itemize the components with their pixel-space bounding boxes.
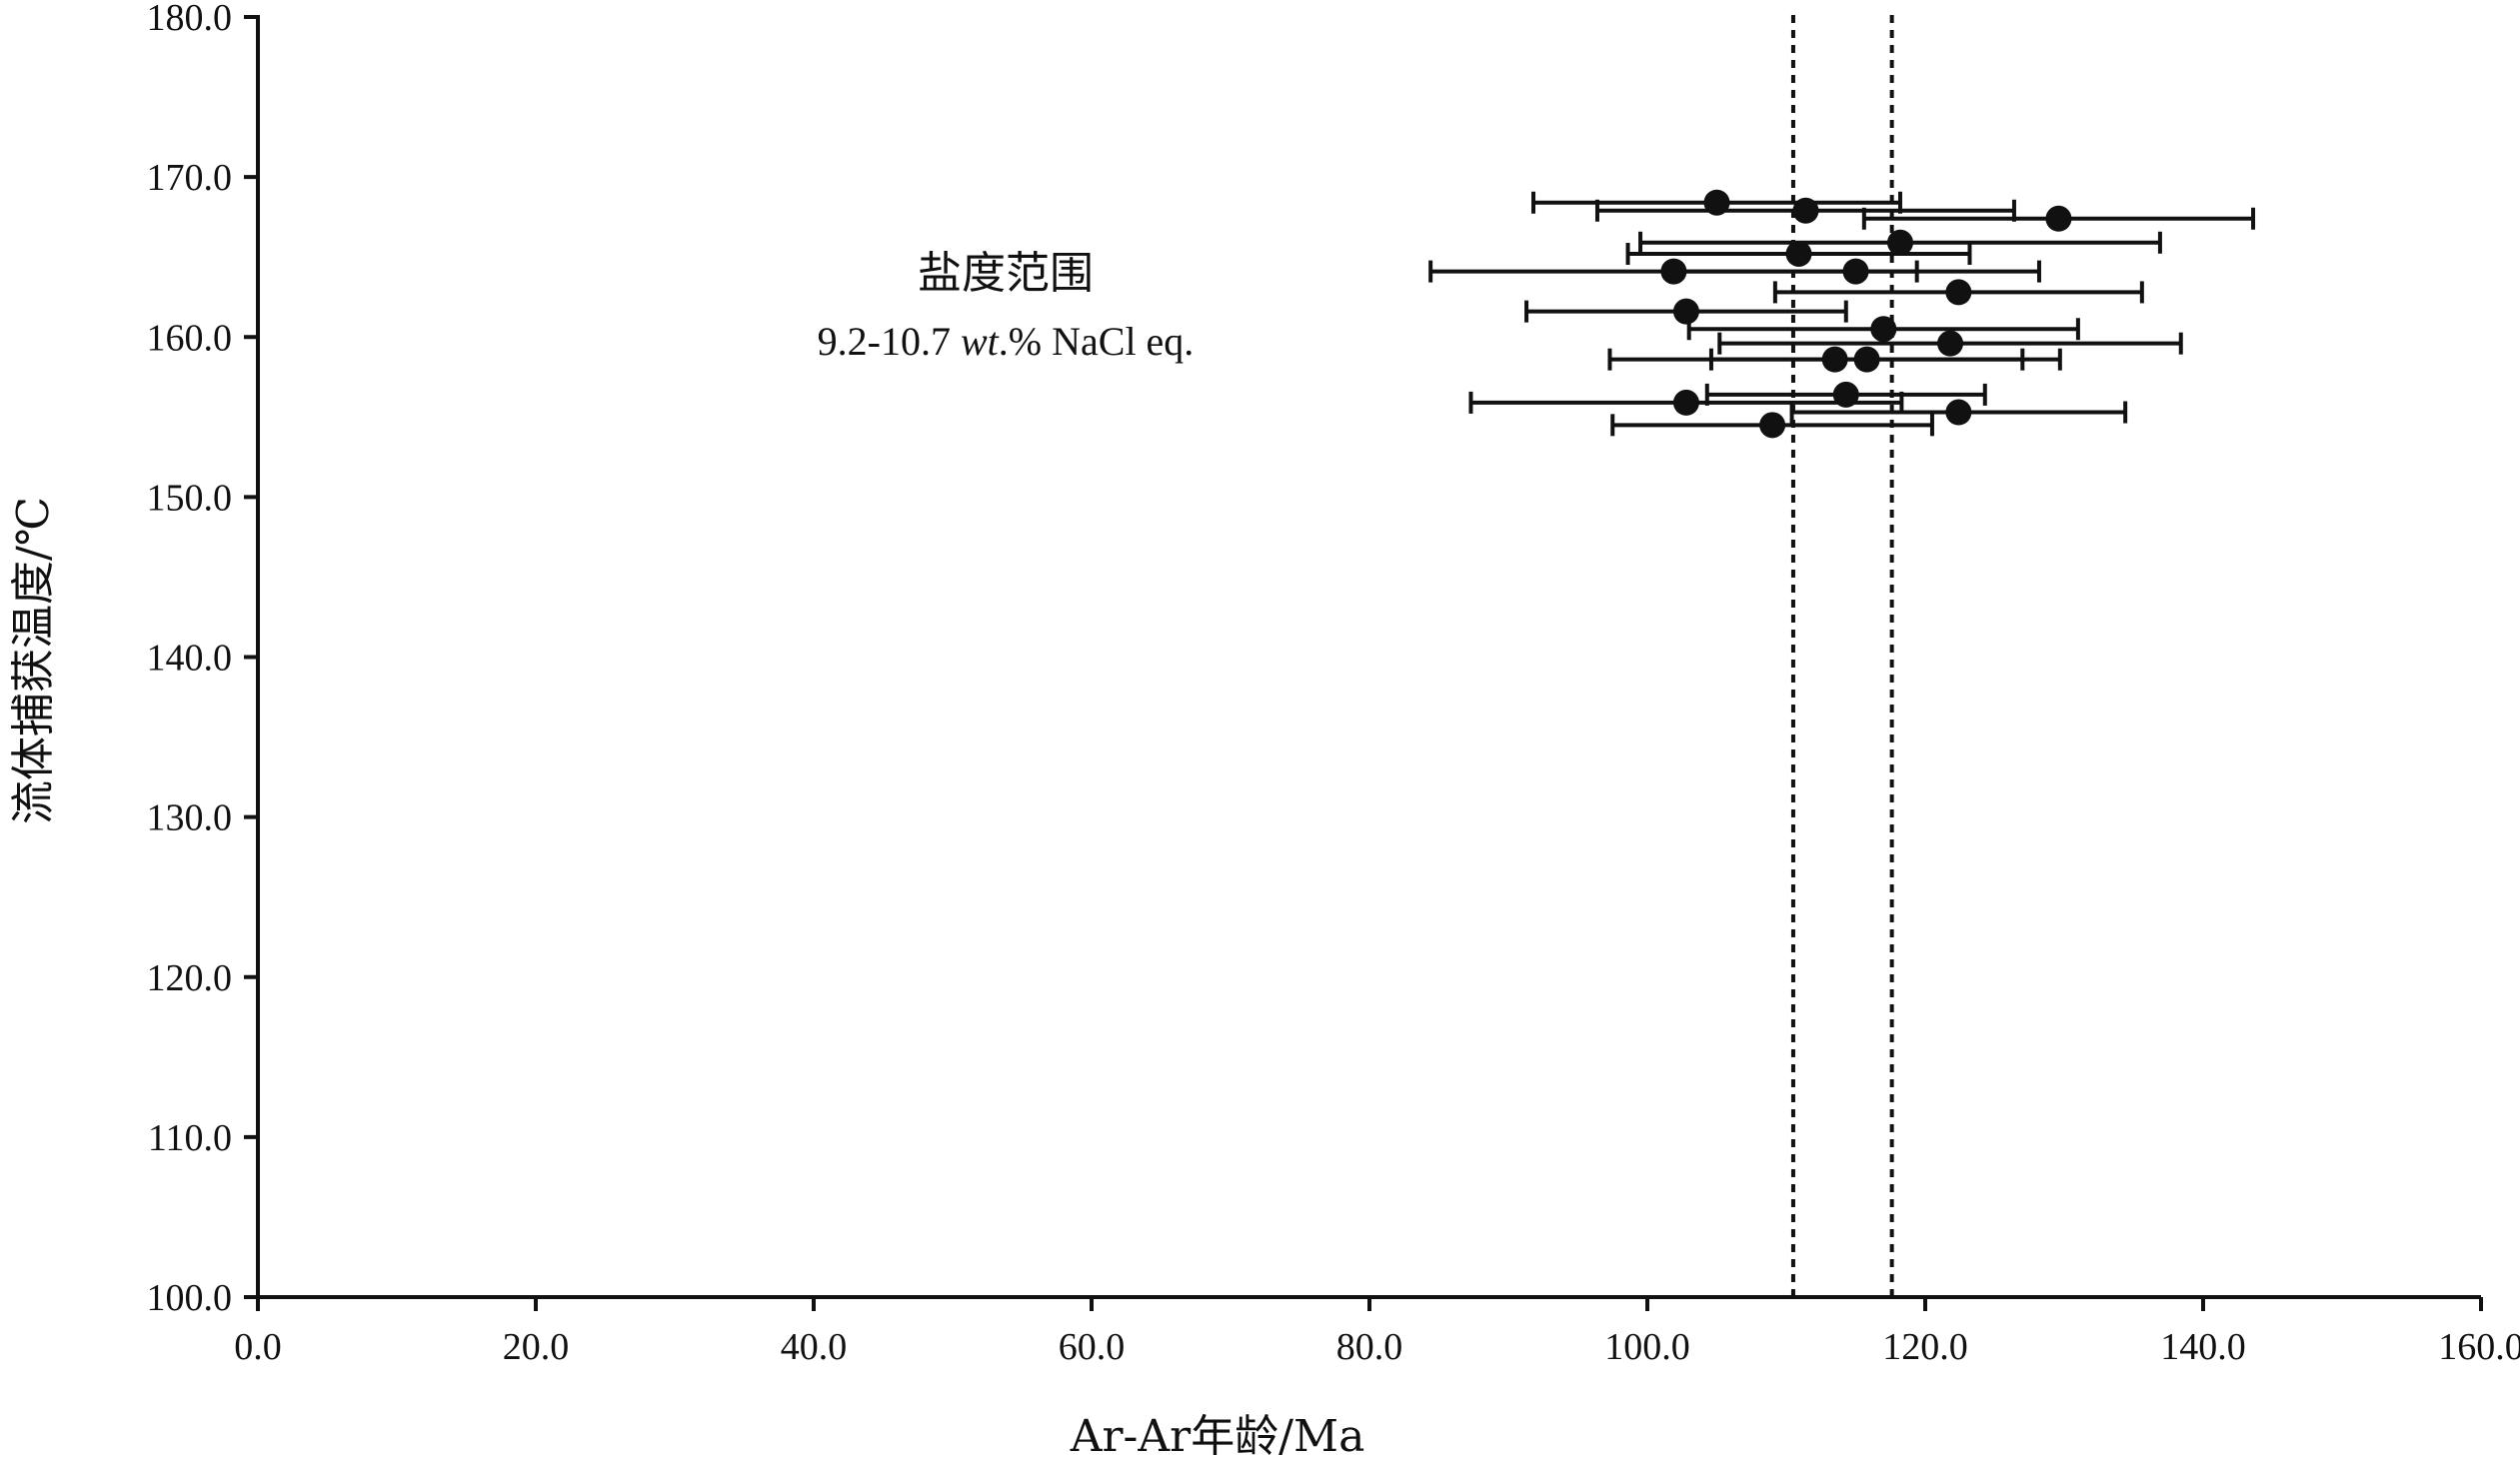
data-point xyxy=(1853,346,1880,373)
data-point xyxy=(2045,205,2072,232)
x-tick-label: 0.0 xyxy=(234,1326,282,1368)
x-tick-label: 20.0 xyxy=(503,1326,570,1368)
reference-lines xyxy=(1790,15,1894,1297)
x-tick-label: 40.0 xyxy=(781,1326,848,1368)
data-point xyxy=(1886,229,1913,256)
data-point xyxy=(1672,298,1699,325)
y-tick-label: 140.0 xyxy=(147,638,233,680)
annotation-range-italic: wt xyxy=(961,319,1000,364)
y-tick-label: 160.0 xyxy=(147,317,233,359)
data-point xyxy=(1832,381,1859,408)
x-tick-label: 140.0 xyxy=(2160,1326,2246,1368)
x-tick-label: 60.0 xyxy=(1059,1326,1126,1368)
data-point xyxy=(1945,279,1972,306)
x-tick-label: 80.0 xyxy=(1336,1326,1403,1368)
data-point xyxy=(1842,258,1869,285)
data-point xyxy=(1759,412,1786,439)
y-tick-label: 120.0 xyxy=(147,957,233,999)
x-axis-title: Ar-Ar年龄/Ma xyxy=(1070,1411,1365,1462)
y-tick-label: 180.0 xyxy=(147,0,233,39)
data-point xyxy=(1870,316,1897,343)
x-tick-label: 160.0 xyxy=(2438,1326,2520,1368)
data-point xyxy=(1821,346,1848,373)
y-tick-label: 170.0 xyxy=(147,157,233,199)
y-axis: 100.0 110.0 120.0 130.0 140.0 150.0 160.0 170.0… xyxy=(147,0,260,1319)
annotation-range-prefix: 9.2-10.7 xyxy=(818,319,961,364)
y-tick-label: 150.0 xyxy=(147,477,233,519)
data-point xyxy=(1672,389,1699,416)
data-points xyxy=(1660,189,2072,439)
data-point xyxy=(1785,240,1812,267)
annotation-salinity-range: 9.2-10.7 wt.% NaCl eq. xyxy=(818,319,1195,364)
y-tick-label: 130.0 xyxy=(147,797,233,839)
annotation-range-suffix: .% NaCl eq. xyxy=(999,319,1195,364)
y-tick-label: 100.0 xyxy=(147,1277,233,1319)
x-tick-label: 100.0 xyxy=(1604,1326,1690,1368)
data-point xyxy=(1945,399,1972,426)
x-tick-label: 120.0 xyxy=(1882,1326,1968,1368)
data-point xyxy=(1937,330,1964,357)
x-axis: 0.0 20.0 40.0 60.0 80.0 100.0 120.0 140.0 160.0 xyxy=(234,1295,2520,1368)
y-axis-title: 流体捕获温度/℃ xyxy=(8,497,59,824)
data-point xyxy=(1660,258,1687,285)
y-tick-label: 110.0 xyxy=(148,1117,232,1159)
annotation-salinity-title: 盐度范围 xyxy=(918,248,1094,299)
data-point xyxy=(1792,197,1819,224)
data-point xyxy=(1703,189,1730,216)
